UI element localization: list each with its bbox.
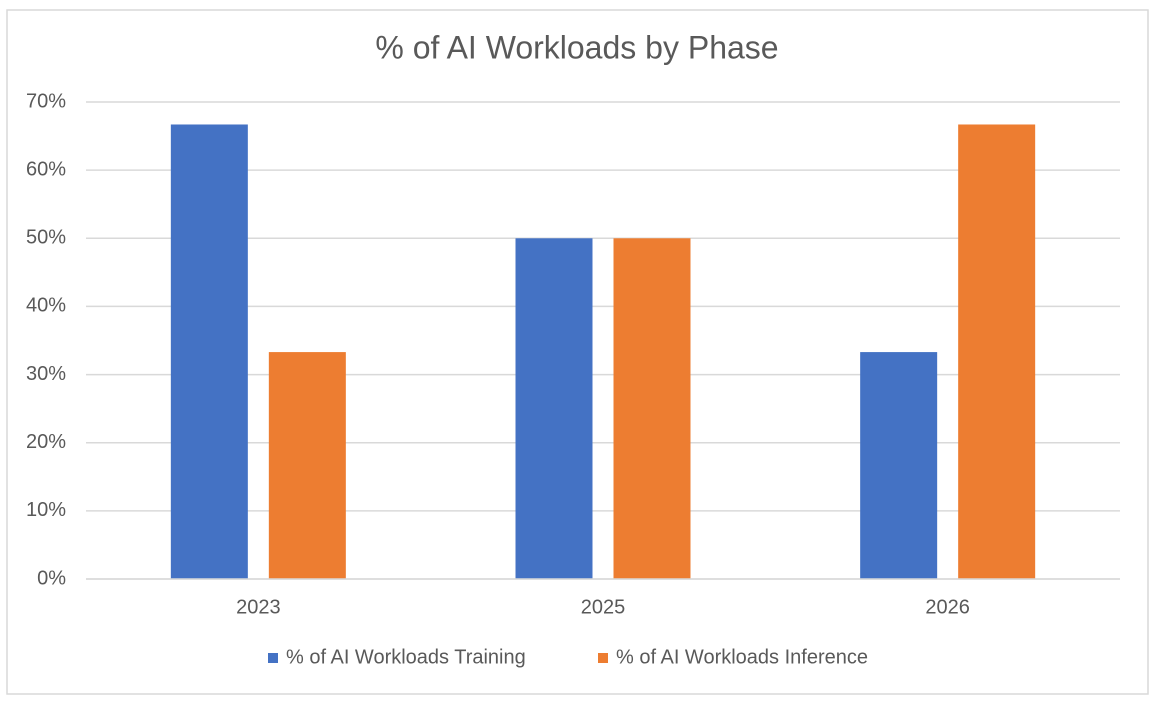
y-tick-label: 40% [26,295,66,317]
y-tick-label: 70% [26,90,66,112]
chart-title: % of AI Workloads by Phase [375,29,778,65]
y-tick-label: 60% [26,158,66,180]
x-tick-label: 2023 [236,596,281,618]
y-tick-label: 30% [26,363,66,385]
y-tick-label: 20% [26,431,66,453]
bar [170,124,248,579]
legend-label: % of AI Workloads Training [286,646,526,668]
legend-label: % of AI Workloads Inference [616,646,868,668]
y-tick-label: 10% [26,499,66,521]
legend-swatch [598,653,608,663]
y-tick-label: 50% [26,227,66,249]
y-tick-label: 0% [37,567,66,589]
bar [958,124,1036,579]
x-tick-label: 2025 [581,596,626,618]
bar [268,352,346,579]
legend-swatch [268,653,278,663]
bar [613,238,691,580]
bar [860,352,938,579]
x-tick-label: 2026 [925,596,970,618]
bar [515,238,593,580]
